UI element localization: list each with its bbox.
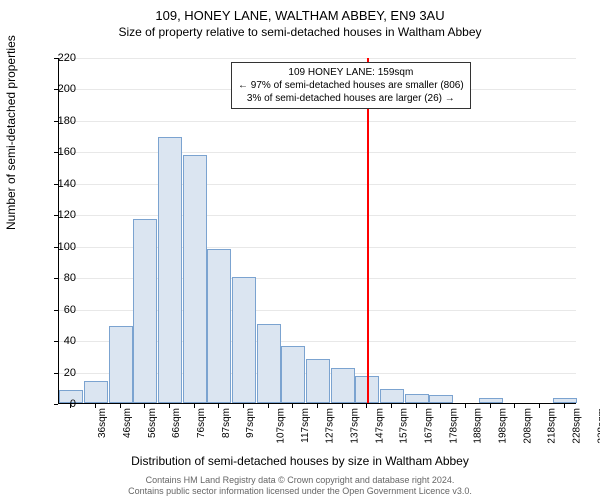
gridline — [59, 121, 576, 122]
x-tick — [243, 404, 244, 408]
chart-container: 109, HONEY LANE, WALTHAM ABBEY, EN9 3AU … — [0, 0, 600, 500]
bar — [479, 398, 503, 403]
x-tick-label: 76sqm — [196, 408, 207, 438]
y-tick-label: 140 — [46, 178, 76, 190]
bar — [380, 389, 404, 403]
x-tick-label: 208sqm — [522, 408, 533, 444]
annotation-line1: 109 HONEY LANE: 159sqm — [238, 66, 464, 79]
bar — [158, 137, 182, 403]
x-tick — [391, 404, 392, 408]
annotation-line2: ← 97% of semi-detached houses are smalle… — [238, 79, 464, 92]
bar — [331, 368, 355, 403]
x-tick — [342, 404, 343, 408]
x-tick-label: 228sqm — [572, 408, 583, 444]
bar — [553, 398, 577, 403]
x-tick-label: 147sqm — [374, 408, 385, 444]
x-tick — [70, 404, 71, 408]
bar — [232, 277, 256, 403]
x-tick-label: 198sqm — [498, 408, 509, 444]
footer-line2: Contains public sector information licen… — [0, 486, 600, 498]
x-tick-label: 157sqm — [399, 408, 410, 444]
annotation-line3: 3% of semi-detached houses are larger (2… — [238, 92, 464, 105]
x-tick-label: 137sqm — [350, 408, 361, 444]
x-tick — [416, 404, 417, 408]
x-tick-label: 117sqm — [300, 408, 311, 443]
x-tick-label: 218sqm — [547, 408, 558, 444]
bar — [306, 359, 330, 403]
footer: Contains HM Land Registry data © Crown c… — [0, 475, 600, 498]
x-tick-label: 97sqm — [245, 408, 256, 438]
x-tick — [366, 404, 367, 408]
x-tick — [95, 404, 96, 408]
x-tick — [194, 404, 195, 408]
x-tick — [490, 404, 491, 408]
y-tick-label: 40 — [46, 335, 76, 347]
reference-line — [367, 58, 369, 403]
gridline — [59, 152, 576, 153]
x-tick — [144, 404, 145, 408]
x-tick — [514, 404, 515, 408]
chart-title: 109, HONEY LANE, WALTHAM ABBEY, EN9 3AU — [0, 0, 600, 23]
x-tick-label: 46sqm — [122, 408, 133, 438]
x-tick-label: 56sqm — [147, 408, 158, 438]
x-tick — [539, 404, 540, 408]
plot-area: 109 HONEY LANE: 159sqm← 97% of semi-deta… — [58, 58, 576, 404]
x-tick — [465, 404, 466, 408]
x-tick — [268, 404, 269, 408]
x-tick — [564, 404, 565, 408]
x-tick-label: 167sqm — [424, 408, 435, 444]
y-tick-label: 0 — [46, 398, 76, 410]
bar — [183, 155, 207, 403]
y-tick-label: 220 — [46, 52, 76, 64]
gridline — [59, 58, 576, 59]
y-tick-label: 60 — [46, 304, 76, 316]
gridline — [59, 215, 576, 216]
x-tick — [120, 404, 121, 408]
bar — [281, 346, 305, 403]
x-tick-label: 87sqm — [221, 408, 232, 438]
bar — [405, 394, 429, 403]
annotation-box: 109 HONEY LANE: 159sqm← 97% of semi-deta… — [231, 62, 471, 109]
y-axis-label: Number of semi-detached properties — [4, 35, 18, 230]
x-tick-label: 107sqm — [276, 408, 287, 444]
bar — [133, 219, 157, 403]
x-tick — [169, 404, 170, 408]
y-tick-label: 120 — [46, 209, 76, 221]
x-tick — [218, 404, 219, 408]
x-tick — [292, 404, 293, 408]
bar — [84, 381, 108, 403]
x-tick-label: 36sqm — [97, 408, 108, 438]
x-tick — [440, 404, 441, 408]
y-tick-label: 80 — [46, 272, 76, 284]
x-tick-label: 238sqm — [596, 408, 600, 444]
x-tick-label: 66sqm — [171, 408, 182, 438]
x-tick-label: 188sqm — [473, 408, 484, 444]
y-tick-label: 160 — [46, 146, 76, 158]
x-tick — [317, 404, 318, 408]
y-tick-label: 180 — [46, 115, 76, 127]
bar — [429, 395, 453, 403]
gridline — [59, 184, 576, 185]
y-tick-label: 20 — [46, 367, 76, 379]
x-tick-label: 178sqm — [448, 408, 459, 444]
x-tick-label: 127sqm — [325, 408, 336, 444]
bar — [109, 326, 133, 403]
bar — [207, 249, 231, 403]
y-tick-label: 100 — [46, 241, 76, 253]
y-tick-label: 200 — [46, 83, 76, 95]
x-axis-label: Distribution of semi-detached houses by … — [0, 454, 600, 468]
chart-subtitle: Size of property relative to semi-detach… — [0, 23, 600, 39]
footer-line1: Contains HM Land Registry data © Crown c… — [0, 475, 600, 487]
bar — [257, 324, 281, 403]
